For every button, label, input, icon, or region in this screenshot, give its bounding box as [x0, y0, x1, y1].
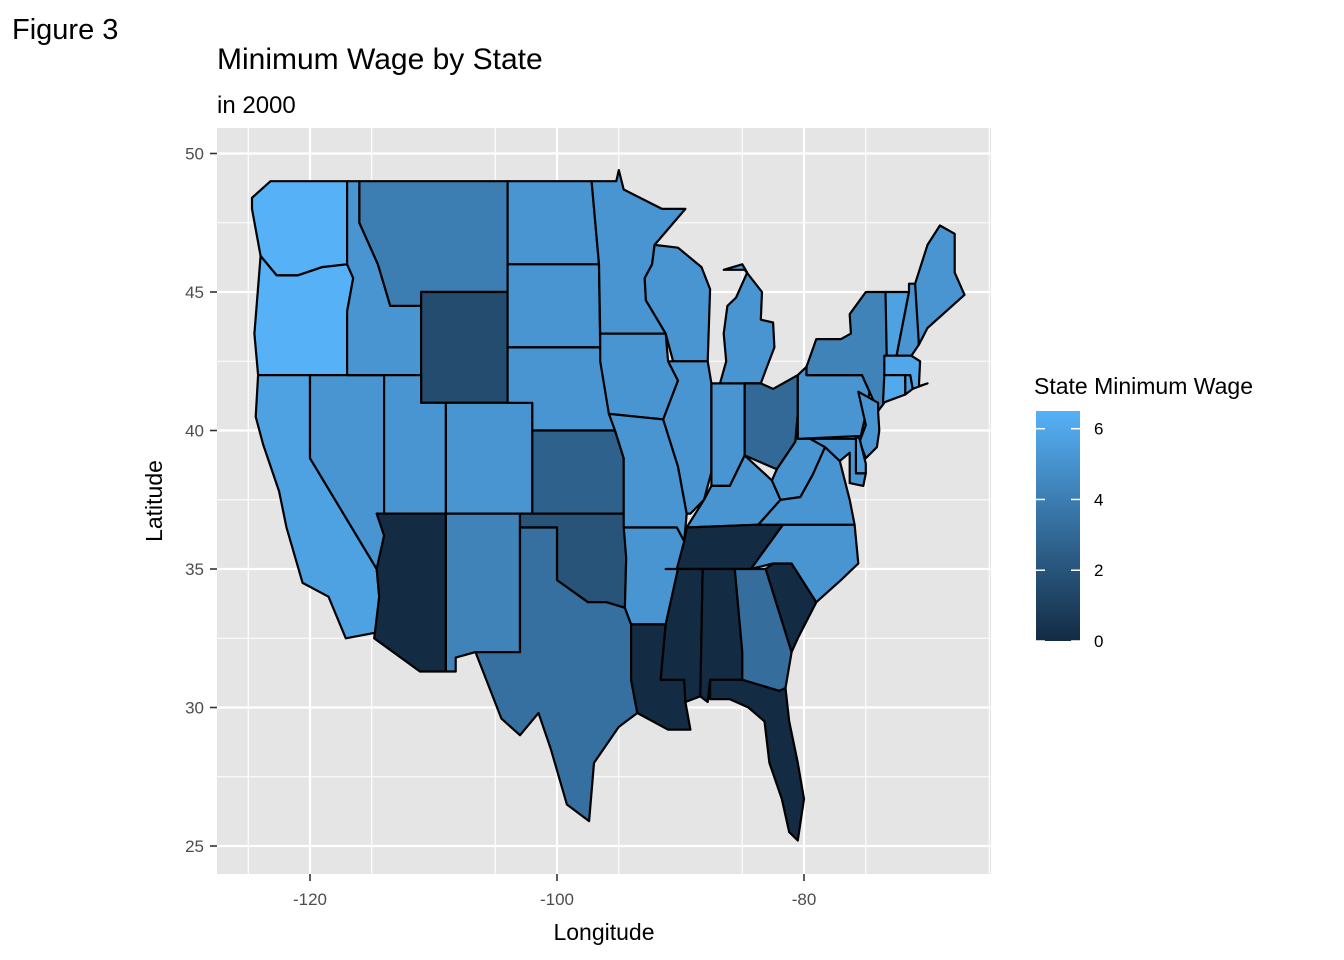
y-tick-label: 40	[185, 422, 204, 441]
x-axis: -120 -100 -80	[293, 874, 816, 909]
legend-label: 4	[1094, 490, 1103, 509]
state-florida	[709, 678, 806, 842]
state-iowa	[599, 332, 680, 421]
legend-label: 6	[1094, 420, 1103, 439]
state-north-dakota	[506, 180, 601, 266]
y-axis-title: Latitude	[141, 460, 167, 542]
y-tick-label: 25	[185, 837, 204, 856]
chart-title: Minimum Wage by State	[217, 43, 543, 76]
y-tick-label: 50	[185, 145, 204, 164]
x-tick-label: -80	[792, 890, 817, 909]
y-axis: 25 30 35 40 45 50	[185, 145, 217, 856]
legend-colorbar	[1036, 411, 1080, 641]
state-maryland	[809, 437, 867, 487]
state-wyoming	[420, 290, 509, 404]
state-south-dakota	[506, 263, 602, 349]
state-maine	[914, 224, 966, 346]
state-shapes	[250, 169, 966, 842]
chart-subtitle: in 2000	[217, 92, 296, 119]
x-tick-label: -120	[293, 890, 327, 909]
state-new-mexico	[444, 512, 522, 673]
state-illinois	[662, 360, 713, 515]
y-tick-label: 45	[185, 283, 204, 302]
x-axis-title: Longitude	[553, 919, 654, 945]
y-tick-label: 35	[185, 560, 204, 579]
state-colorado	[444, 401, 534, 515]
state-rhode-island	[904, 374, 914, 396]
x-tick-label: -100	[540, 890, 574, 909]
state-michigan	[718, 263, 776, 385]
state-texas	[474, 526, 639, 823]
state-kansas	[531, 429, 625, 515]
legend-title: State Minimum Wage	[1034, 373, 1253, 399]
state-pennsylvania	[796, 365, 871, 440]
legend-label: 0	[1094, 632, 1103, 651]
figure-label: Figure 3	[12, 14, 119, 46]
state-new-jersey	[857, 390, 881, 460]
color-legend: State Minimum Wage 0 2 4 6	[1034, 373, 1253, 651]
y-tick-label: 30	[185, 699, 204, 718]
legend-label: 2	[1094, 561, 1103, 580]
legend-ticks: 0 2 4 6	[1036, 420, 1103, 651]
state-oregon	[253, 254, 355, 377]
